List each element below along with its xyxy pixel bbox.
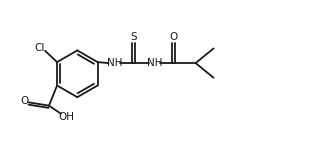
Text: O: O (20, 96, 28, 106)
Text: NH: NH (107, 58, 122, 68)
Text: NH: NH (147, 58, 162, 68)
Text: O: O (169, 32, 177, 42)
Text: Cl: Cl (34, 43, 45, 52)
Text: OH: OH (58, 112, 74, 122)
Text: S: S (130, 32, 137, 42)
